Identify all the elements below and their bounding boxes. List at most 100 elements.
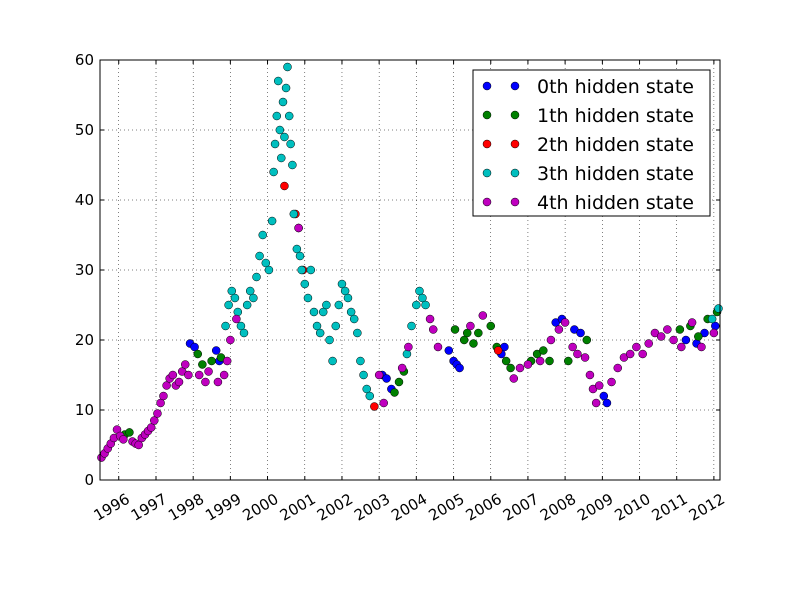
point-3th-hidden-state (272, 111, 282, 121)
point-3th-hidden-state (412, 300, 421, 310)
point-4th-hidden-state (425, 314, 435, 324)
point-4th-hidden-state (134, 440, 143, 450)
point-4th-hidden-state (159, 391, 168, 401)
point-3th-hidden-state (258, 230, 267, 240)
point-4th-hidden-state (153, 409, 162, 418)
point-3th-hidden-state (281, 83, 291, 93)
point-3th-hidden-state (362, 384, 371, 394)
point-3th-hidden-state (346, 307, 356, 317)
data-points (97, 62, 723, 462)
legend-marker (510, 139, 520, 149)
point-4th-hidden-state (119, 435, 128, 444)
point-4th-hidden-state (594, 381, 604, 390)
point-4th-hidden-state (478, 311, 488, 320)
point-4th-hidden-state (222, 356, 232, 366)
point-3th-hidden-state (239, 328, 249, 338)
point-0th-hidden-state (211, 346, 221, 355)
point-3th-hidden-state (255, 251, 264, 261)
point-4th-hidden-state (404, 342, 413, 352)
point-1th-hidden-state (125, 428, 134, 437)
point-4th-hidden-state (709, 328, 719, 338)
point-3th-hidden-state (284, 111, 294, 121)
legend-marker (510, 110, 520, 120)
point-4th-hidden-state (509, 374, 519, 383)
point-3th-hidden-state (365, 391, 375, 401)
point-4th-hidden-state (677, 342, 686, 352)
y-tick-label: 40 (75, 191, 94, 209)
point-3th-hidden-state (286, 139, 295, 149)
point-4th-hidden-state (204, 367, 213, 376)
y-tick-label: 10 (75, 401, 94, 419)
point-1th-hidden-state (675, 325, 685, 334)
point-1th-hidden-state (394, 377, 404, 387)
point-4th-hidden-state (535, 356, 545, 366)
point-4th-hidden-state (201, 377, 210, 387)
point-1th-hidden-state (474, 328, 483, 338)
point-3th-hidden-state (245, 286, 255, 296)
point-1th-hidden-state (486, 321, 496, 331)
point-3th-hidden-state (227, 286, 237, 296)
point-3th-hidden-state (283, 62, 292, 72)
point-3th-hidden-state (242, 300, 252, 310)
point-3th-hidden-state (312, 321, 322, 331)
y-tick-label: 0 (84, 471, 94, 489)
point-1th-hidden-state (462, 328, 472, 338)
legend-marker (482, 110, 492, 120)
point-2th-hidden-state (493, 346, 503, 355)
point-4th-hidden-state (515, 363, 525, 373)
point-1th-hidden-state (193, 349, 203, 359)
legend-label: 3th hidden state (537, 163, 694, 185)
legend-label: 2th hidden state (537, 134, 694, 156)
legend-label: 4th hidden state (537, 192, 694, 214)
point-1th-hidden-state (582, 335, 592, 345)
point-3th-hidden-state (407, 321, 416, 331)
legend-marker (510, 81, 520, 91)
point-1th-hidden-state (545, 356, 554, 366)
point-1th-hidden-state (390, 388, 399, 397)
point-4th-hidden-state (523, 360, 533, 369)
legend-marker (482, 81, 492, 91)
point-3th-hidden-state (300, 279, 310, 289)
point-3th-hidden-state (309, 307, 319, 317)
point-3th-hidden-state (356, 356, 365, 366)
point-4th-hidden-state (397, 363, 407, 373)
legend-marker (482, 139, 492, 149)
point-0th-hidden-state (599, 391, 609, 401)
point-3th-hidden-state (359, 370, 368, 380)
point-1th-hidden-state (694, 332, 703, 341)
point-4th-hidden-state (379, 398, 388, 408)
point-0th-hidden-state (382, 374, 391, 383)
point-4th-hidden-state (294, 223, 303, 233)
point-1th-hidden-state (539, 346, 548, 355)
point-3th-hidden-state (230, 293, 240, 303)
point-4th-hidden-state (546, 335, 556, 345)
point-4th-hidden-state (150, 416, 159, 425)
legend: 0th hidden state 1th hidden state 2th hidd… (472, 69, 711, 217)
point-3th-hidden-state (252, 272, 261, 282)
point-1th-hidden-state (564, 356, 573, 366)
point-3th-hidden-state (221, 321, 230, 331)
point-4th-hidden-state (232, 314, 241, 324)
point-3th-hidden-state (402, 349, 412, 359)
point-1th-hidden-state (450, 325, 460, 334)
point-3th-hidden-state (288, 160, 297, 170)
point-3th-hidden-state (270, 139, 280, 149)
point-4th-hidden-state (644, 339, 653, 348)
point-4th-hidden-state (687, 318, 697, 327)
point-4th-hidden-state (580, 353, 590, 362)
point-4th-hidden-state (466, 321, 475, 331)
point-4th-hidden-state (433, 342, 443, 352)
point-3th-hidden-state (303, 293, 313, 303)
point-3th-hidden-state (306, 265, 316, 275)
point-1th-hidden-state (469, 339, 478, 348)
point-1th-hidden-state (207, 356, 216, 366)
point-4th-hidden-state (180, 360, 190, 369)
point-4th-hidden-state (632, 342, 641, 352)
point-4th-hidden-state (374, 370, 384, 380)
point-3th-hidden-state (325, 335, 334, 345)
point-3th-hidden-state (418, 293, 427, 303)
point-4th-hidden-state (568, 342, 577, 352)
legend-marker (510, 197, 520, 207)
